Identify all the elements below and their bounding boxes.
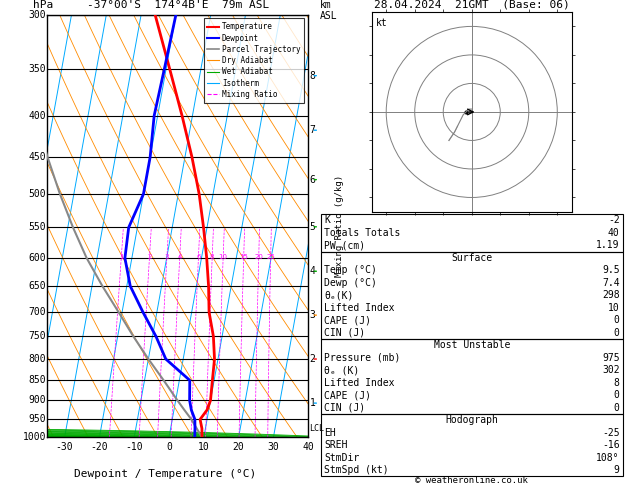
Text: 500: 500 [28, 189, 46, 199]
Text: 9.5: 9.5 [602, 265, 620, 276]
Text: Mixing Ratio (g/kg): Mixing Ratio (g/kg) [335, 175, 344, 277]
Text: 450: 450 [28, 152, 46, 162]
Text: 25: 25 [266, 254, 275, 260]
Text: 40: 40 [608, 228, 620, 238]
Text: 3: 3 [165, 254, 169, 260]
Text: 2: 2 [309, 354, 315, 364]
Text: StmDir: StmDir [324, 452, 359, 463]
Text: K: K [324, 215, 330, 226]
Text: 20: 20 [233, 442, 245, 452]
Text: 4: 4 [309, 266, 315, 276]
Text: CAPE (J): CAPE (J) [324, 390, 371, 400]
Text: hPa: hPa [33, 0, 53, 10]
Text: 8: 8 [309, 70, 315, 81]
Text: Hodograph: Hodograph [445, 415, 498, 425]
Text: 6: 6 [196, 254, 201, 260]
Text: 6: 6 [309, 174, 315, 185]
Text: SREH: SREH [324, 440, 347, 450]
Text: -16: -16 [602, 440, 620, 450]
Text: CIN (J): CIN (J) [324, 328, 365, 338]
Text: -30: -30 [56, 442, 74, 452]
Text: 975: 975 [602, 353, 620, 363]
Text: Dewpoint / Temperature (°C): Dewpoint / Temperature (°C) [74, 469, 256, 479]
Text: 10: 10 [218, 254, 228, 260]
Text: 750: 750 [28, 331, 46, 341]
Text: Dewp (°C): Dewp (°C) [324, 278, 377, 288]
Text: km: km [320, 0, 331, 10]
Text: -25: -25 [602, 428, 620, 437]
Text: StmSpd (kt): StmSpd (kt) [324, 465, 389, 475]
Text: 350: 350 [28, 64, 46, 74]
Text: EH: EH [324, 428, 336, 437]
Text: LCL: LCL [309, 424, 325, 433]
Text: 950: 950 [28, 415, 46, 424]
Text: 650: 650 [28, 281, 46, 291]
Text: 3: 3 [309, 310, 315, 320]
Text: 300: 300 [28, 10, 46, 19]
Text: 9: 9 [614, 465, 620, 475]
Text: © weatheronline.co.uk: © weatheronline.co.uk [415, 476, 528, 485]
Text: 8: 8 [210, 254, 214, 260]
Text: 850: 850 [28, 375, 46, 385]
Text: 40: 40 [303, 442, 314, 452]
Text: Lifted Index: Lifted Index [324, 378, 394, 388]
Text: 15: 15 [239, 254, 248, 260]
Text: 108°: 108° [596, 452, 620, 463]
Text: 1.19: 1.19 [596, 241, 620, 250]
Text: 0: 0 [614, 390, 620, 400]
Text: 0: 0 [614, 328, 620, 338]
Text: 800: 800 [28, 354, 46, 364]
Text: -10: -10 [125, 442, 143, 452]
Text: -2: -2 [608, 215, 620, 226]
Text: 28.04.2024  21GMT  (Base: 06): 28.04.2024 21GMT (Base: 06) [374, 0, 570, 10]
Text: 30: 30 [267, 442, 279, 452]
Text: Totals Totals: Totals Totals [324, 228, 400, 238]
Text: 4: 4 [177, 254, 182, 260]
Text: PW (cm): PW (cm) [324, 241, 365, 250]
Text: θₑ (K): θₑ (K) [324, 365, 359, 375]
Text: CAPE (J): CAPE (J) [324, 315, 371, 325]
Text: -20: -20 [91, 442, 108, 452]
Text: 302: 302 [602, 365, 620, 375]
Text: 8: 8 [614, 378, 620, 388]
Text: θₑ(K): θₑ(K) [324, 290, 353, 300]
Text: CIN (J): CIN (J) [324, 402, 365, 413]
Text: Pressure (mb): Pressure (mb) [324, 353, 400, 363]
Text: 900: 900 [28, 396, 46, 405]
Text: 7.4: 7.4 [602, 278, 620, 288]
Text: 5: 5 [309, 222, 315, 232]
Text: 0: 0 [614, 402, 620, 413]
Text: 1000: 1000 [23, 433, 46, 442]
Text: Temp (°C): Temp (°C) [324, 265, 377, 276]
Text: 1: 1 [309, 398, 315, 408]
Text: -37°00'S  174°4B'E  79m ASL: -37°00'S 174°4B'E 79m ASL [87, 0, 269, 10]
Text: Most Unstable: Most Unstable [433, 340, 510, 350]
Text: 0: 0 [614, 315, 620, 325]
Text: 10: 10 [198, 442, 209, 452]
Text: 7: 7 [309, 125, 315, 135]
Text: 550: 550 [28, 223, 46, 232]
Text: 700: 700 [28, 307, 46, 317]
Text: kt: kt [376, 18, 387, 28]
Text: 1: 1 [119, 254, 123, 260]
Text: 20: 20 [254, 254, 263, 260]
Text: Lifted Index: Lifted Index [324, 303, 394, 313]
Text: 0: 0 [166, 442, 172, 452]
Text: Surface: Surface [451, 253, 493, 263]
Text: 10: 10 [608, 303, 620, 313]
Text: 298: 298 [602, 290, 620, 300]
Text: 600: 600 [28, 253, 46, 263]
Legend: Temperature, Dewpoint, Parcel Trajectory, Dry Adiabat, Wet Adiabat, Isotherm, Mi: Temperature, Dewpoint, Parcel Trajectory… [204, 18, 304, 103]
Text: 400: 400 [28, 111, 46, 121]
Text: ASL: ASL [320, 11, 338, 21]
Text: 2: 2 [147, 254, 152, 260]
